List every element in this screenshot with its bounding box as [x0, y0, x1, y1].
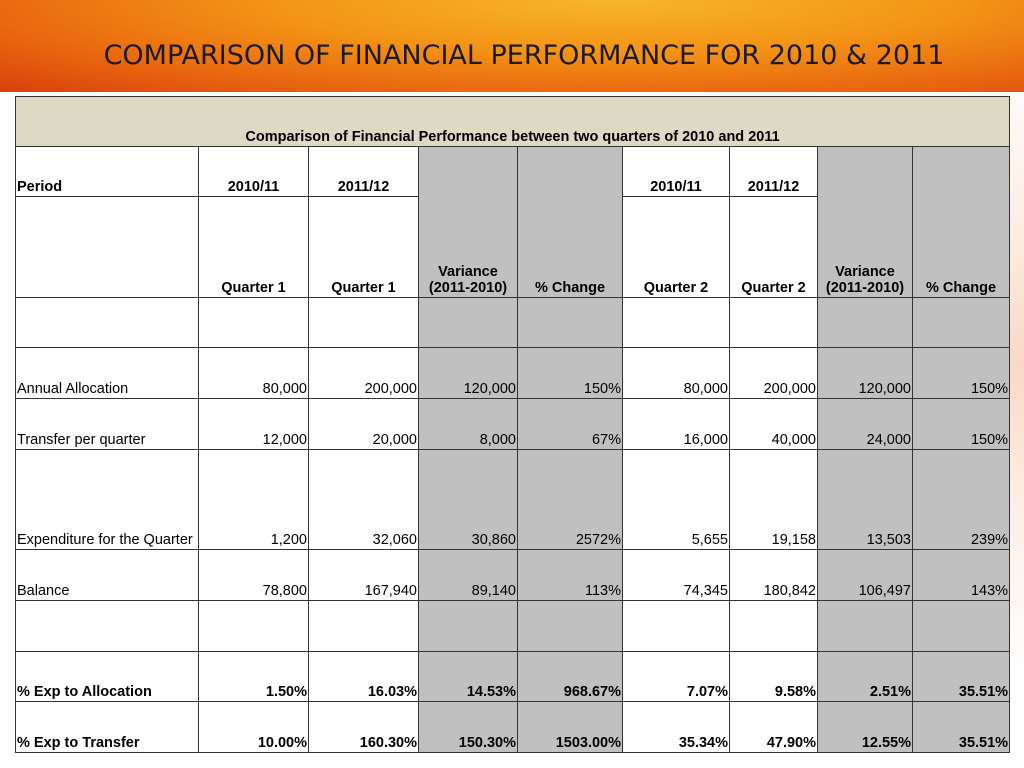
financial-comparison-table: Comparison of Financial Performance betw…: [14, 96, 1011, 753]
table-cell: 1503.00%: [517, 701, 623, 753]
quarter-header-q1-2011: Quarter 1: [308, 196, 419, 298]
quarter-header-q1-2010: Quarter 1: [198, 196, 309, 298]
caption-row: Comparison of Financial Performance betw…: [14, 96, 1011, 147]
table-row: Balance 78,800 167,940 89,140 113% 74,34…: [15, 549, 1011, 601]
table-cell: 12,000: [198, 398, 309, 450]
header-row-years: Period 2010/11 2011/12 Variance (2011-20…: [15, 146, 1011, 298]
table-cell: 67%: [517, 398, 623, 450]
table-cell: 160.30%: [308, 701, 419, 753]
table-caption: Comparison of Financial Performance betw…: [14, 96, 1011, 147]
table-cell: 968.67%: [517, 651, 623, 702]
variance-header-q1: Variance (2011-2010): [418, 146, 518, 298]
table-cell: 2572%: [517, 449, 623, 550]
table-cell: 113%: [517, 549, 623, 601]
table-cell: 200,000: [308, 347, 419, 399]
table-cell: 120,000: [817, 347, 913, 399]
table-cell: 16.03%: [308, 651, 419, 702]
slide-title: COMPARISON OF FINANCIAL PERFORMANCE FOR …: [103, 40, 945, 71]
table-cell: 150.30%: [418, 701, 518, 753]
row-label-balance: Balance: [15, 549, 199, 601]
change-header-q2: % Change: [911, 146, 1011, 298]
table-cell: 78,800: [198, 549, 309, 601]
table-cell: 2.51%: [817, 651, 913, 702]
table-cell: 35.51%: [911, 701, 1011, 753]
table-cell: 10.00%: [198, 701, 309, 753]
spacer-row: [15, 297, 1011, 348]
table-cell: 20,000: [308, 398, 419, 450]
table-cell: 40,000: [729, 398, 818, 450]
table-cell: 180,842: [729, 549, 818, 601]
table-cell: 30,860: [418, 449, 518, 550]
table-cell: 32,060: [308, 449, 419, 550]
table-cell: 74,345: [622, 549, 730, 601]
quarter-header-q2-2011: Quarter 2: [729, 196, 818, 298]
table-cell: 89,140: [418, 549, 518, 601]
table-row: % Exp to Transfer 10.00% 160.30% 150.30%…: [15, 701, 1011, 753]
year-header-q2-2011: 2011/12: [729, 146, 818, 197]
table-cell: 8,000: [418, 398, 518, 450]
table-cell: 1,200: [198, 449, 309, 550]
row-label-expenditure: Expenditure for the Quarter: [15, 449, 199, 550]
year-header-q2-2010: 2010/11: [622, 146, 730, 197]
table-cell: 80,000: [622, 347, 730, 399]
table-cell: 1.50%: [198, 651, 309, 702]
change-header-q1: % Change: [517, 146, 623, 298]
table-cell: 35.51%: [911, 651, 1011, 702]
table-cell: 167,940: [308, 549, 419, 601]
variance-header-q2: Variance (2011-2010): [817, 146, 913, 298]
year-header-q1-2011: 2011/12: [308, 146, 419, 197]
year-header-q1-2010: 2010/11: [198, 146, 309, 197]
table-row: Annual Allocation 80,000 200,000 120,000…: [15, 347, 1011, 399]
table-cell: 47.90%: [729, 701, 818, 753]
title-banner: [0, 0, 1024, 92]
table-cell: 5,655: [622, 449, 730, 550]
table-cell: 80,000: [198, 347, 309, 399]
row-label-annual-allocation: Annual Allocation: [15, 347, 199, 399]
empty-cell: [15, 196, 199, 298]
table-cell: 9.58%: [729, 651, 818, 702]
table-cell: 200,000: [729, 347, 818, 399]
header-row-quarters: Quarter 1 Quarter 1 Quarter 2 Quarter 2: [15, 196, 1010, 298]
table-cell: 150%: [517, 347, 623, 399]
table-cell: 106,497: [817, 549, 913, 601]
table-cell: 150%: [911, 347, 1011, 399]
table-row: Expenditure for the Quarter 1,200 32,060…: [15, 449, 1011, 550]
row-label-exp-to-allocation: % Exp to Allocation: [15, 651, 199, 702]
table-cell: 239%: [911, 449, 1011, 550]
table-cell: 7.07%: [622, 651, 730, 702]
row-label-exp-to-transfer: % Exp to Transfer: [15, 701, 199, 753]
table-cell: 150%: [911, 398, 1011, 450]
row-label-transfer-per-quarter: Transfer per quarter: [15, 398, 199, 450]
table-cell: 16,000: [622, 398, 730, 450]
table-cell: 12.55%: [817, 701, 913, 753]
table-cell: 35.34%: [622, 701, 730, 753]
table-cell: 13,503: [817, 449, 913, 550]
table-cell: 14.53%: [418, 651, 518, 702]
table-row: % Exp to Allocation 1.50% 16.03% 14.53% …: [15, 651, 1011, 702]
table-cell: 19,158: [729, 449, 818, 550]
table-cell: 24,000: [817, 398, 913, 450]
table-cell: 120,000: [418, 347, 518, 399]
table-cell: 143%: [911, 549, 1011, 601]
period-header: Period: [15, 146, 199, 197]
spacer-row: [15, 600, 1011, 652]
table-row: Transfer per quarter 12,000 20,000 8,000…: [15, 398, 1011, 450]
quarter-header-q2-2010: Quarter 2: [622, 196, 730, 298]
